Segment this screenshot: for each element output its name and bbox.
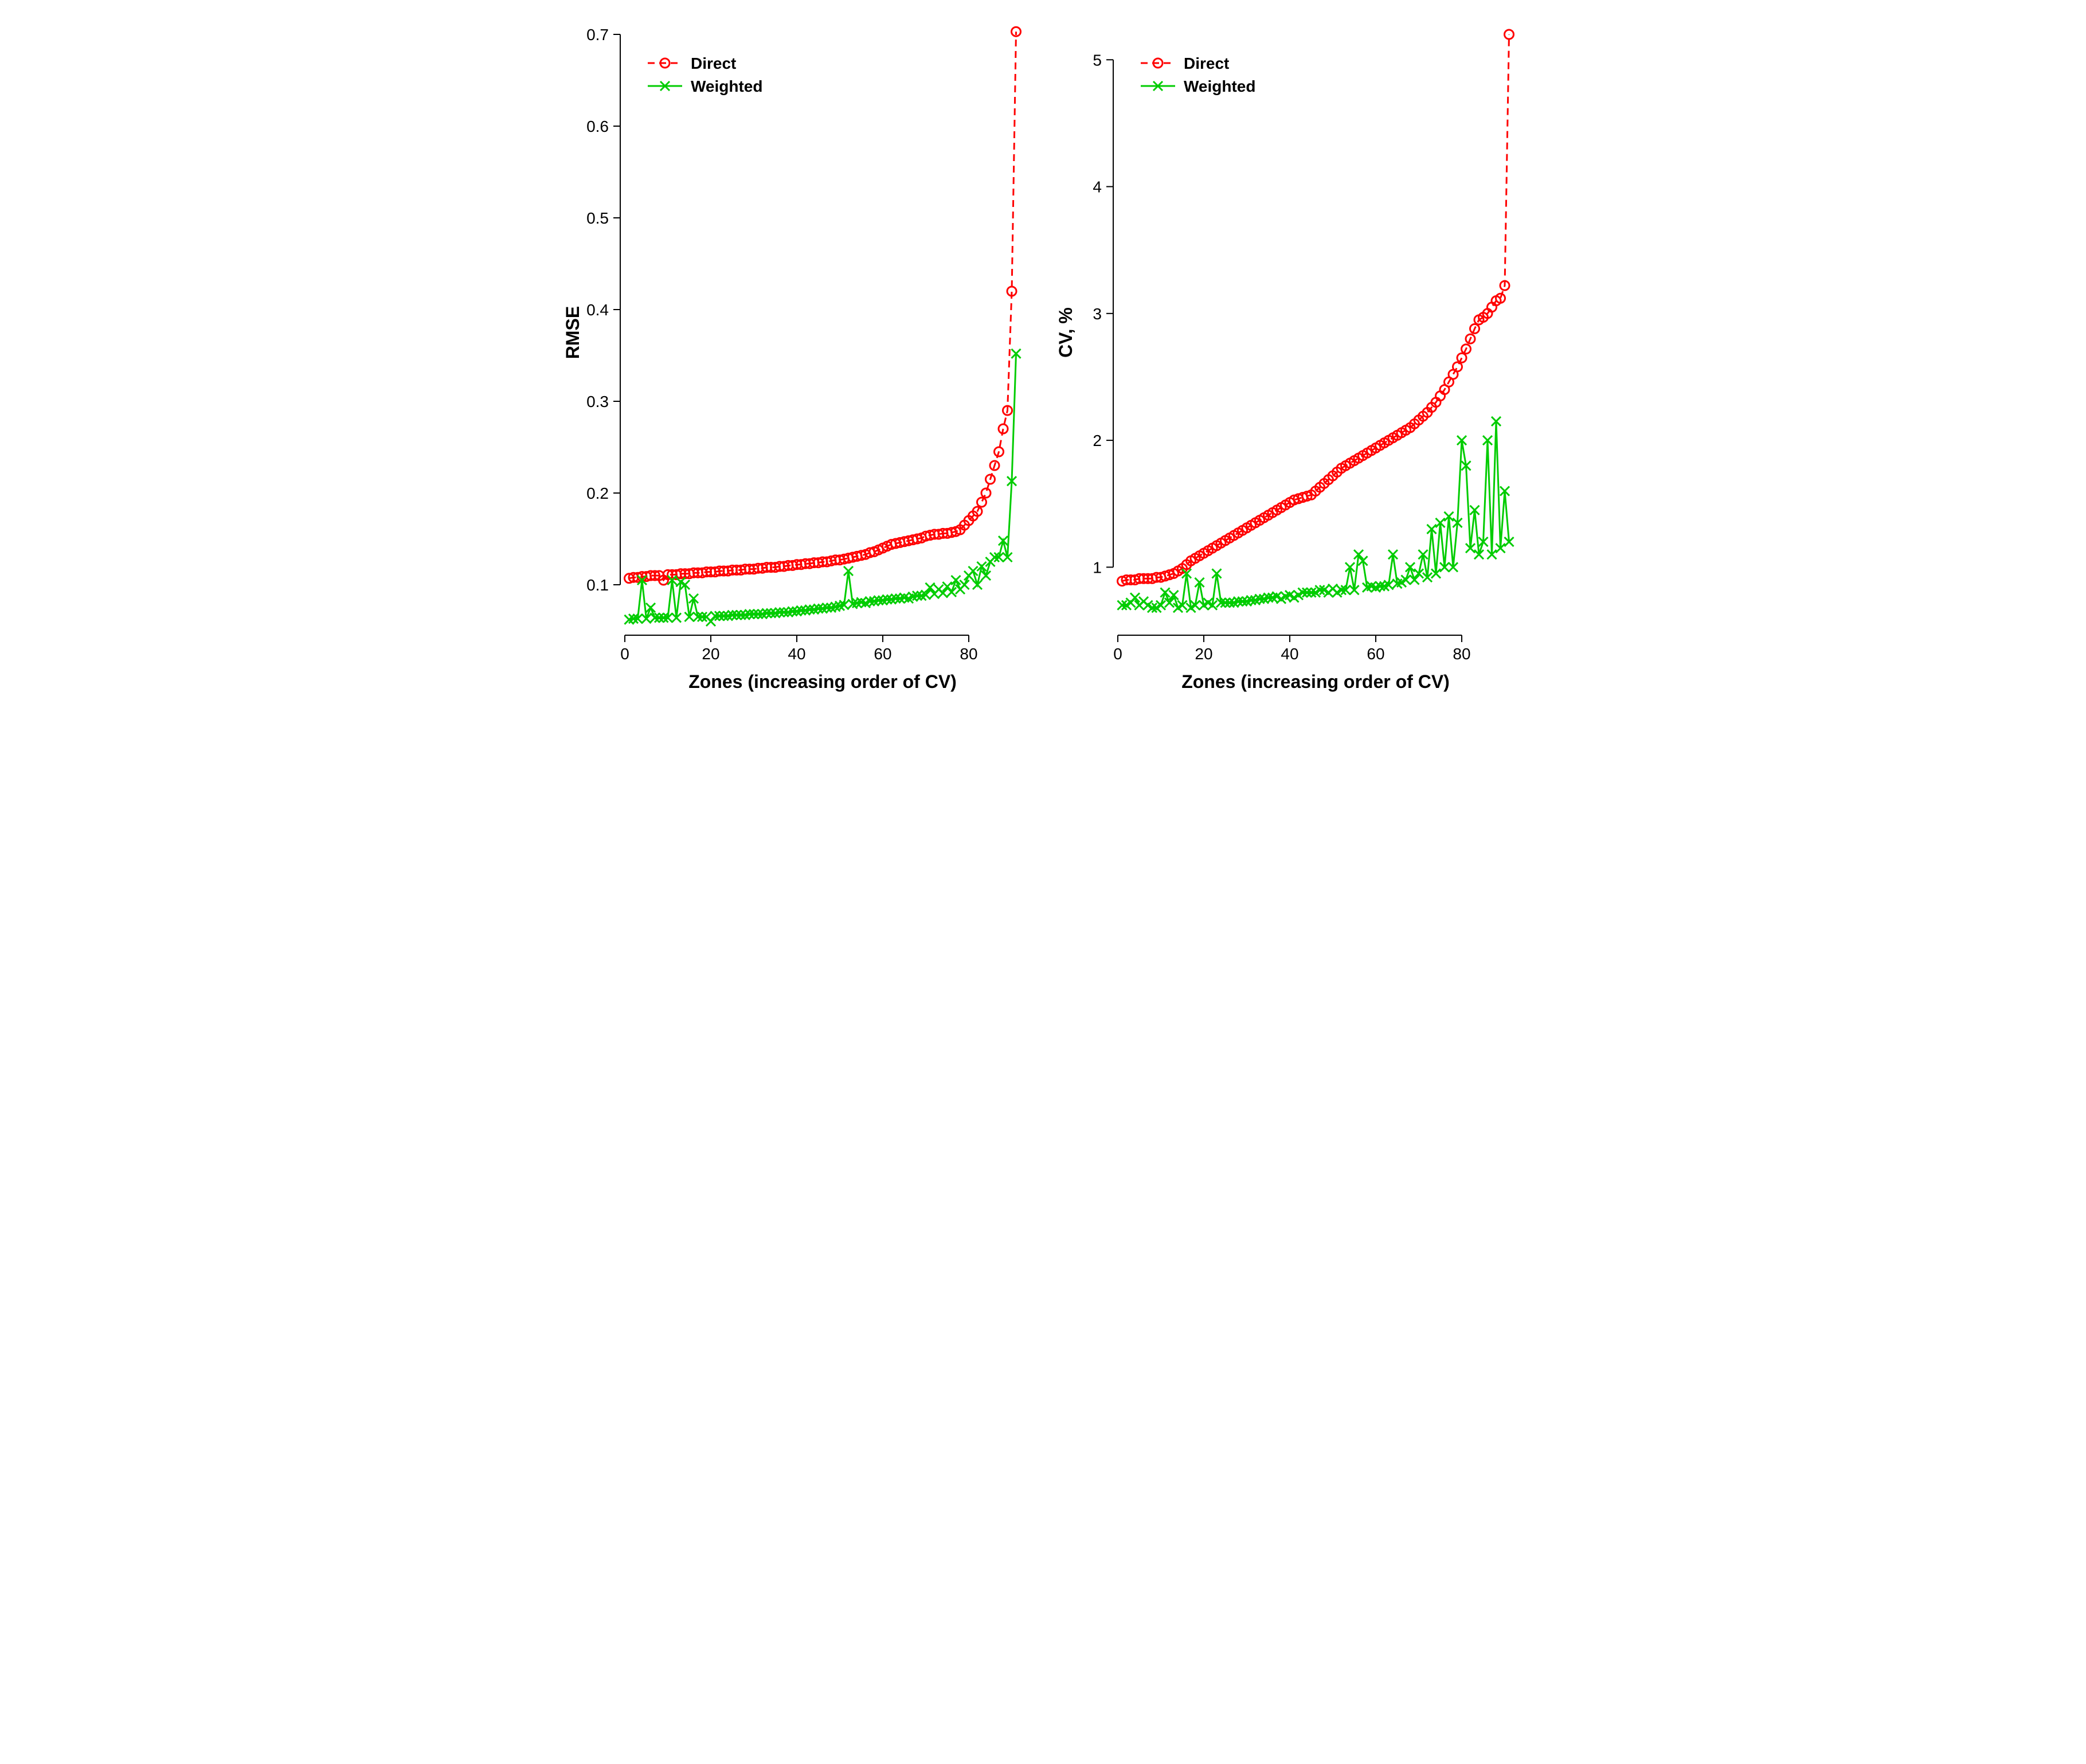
- x-tick-label: 80: [960, 645, 977, 663]
- x-tick-label: 40: [1281, 645, 1298, 663]
- x-tick-label: 0: [1113, 645, 1122, 663]
- y-axis-label: CV, %: [1055, 307, 1076, 358]
- series-line-direct: [629, 32, 1016, 580]
- y-tick-label: 0.2: [586, 484, 609, 502]
- legend: Direct Weighted: [1141, 54, 1255, 95]
- marker-x: [951, 576, 960, 585]
- y-tick-label: 0.1: [586, 576, 609, 594]
- marker-o: [1457, 353, 1466, 362]
- x-axis-label: Zones (increasing order of CV): [688, 671, 957, 692]
- legend: Direct Weighted: [648, 54, 762, 95]
- y-tick-label: 0.6: [586, 118, 609, 135]
- y-tick-label: 0.5: [586, 209, 609, 227]
- marker-x: [981, 571, 991, 580]
- marker-x: [1401, 575, 1410, 584]
- series-line-direct: [1122, 34, 1509, 581]
- y-tick-label: 0.4: [586, 301, 609, 319]
- y-tick-label: 4: [1093, 178, 1102, 196]
- y-tick-label: 1: [1093, 558, 1102, 576]
- right-chart-wrap: 0 20 40 60 80Zones (increasing order of CV) 1…: [1055, 11, 1525, 699]
- x-tick-label: 20: [702, 645, 719, 663]
- x-tick-label: 20: [1195, 645, 1212, 663]
- marker-x: [968, 566, 977, 576]
- x-tick-label: 60: [1367, 645, 1384, 663]
- marker-o: [981, 488, 991, 498]
- y-tick-label: 2: [1093, 432, 1102, 449]
- legend-label: Direct: [1184, 54, 1229, 72]
- x-tick-label: 0: [620, 645, 629, 663]
- marker-x: [947, 588, 956, 597]
- y-axis-label: RMSE: [562, 306, 583, 359]
- y-tick-label: 0.3: [586, 393, 609, 410]
- marker-x: [1156, 601, 1165, 610]
- y-tick-label: 5: [1093, 51, 1102, 69]
- legend-label: Weighted: [1184, 77, 1255, 95]
- rmse-chart: 0 20 40 60 80Zones (increasing order of CV) 0…: [562, 11, 1032, 699]
- charts-container: 020406080Zones (increasing order of CV)0…: [11, 11, 2075, 699]
- legend-label: Direct: [691, 54, 736, 72]
- x-axis-label: Zones (increasing order of CV): [1181, 671, 1450, 692]
- x-tick-label: 80: [1453, 645, 1470, 663]
- y-tick-label: 0.7: [586, 26, 609, 44]
- x-tick-label: 60: [874, 645, 891, 663]
- marker-x: [646, 603, 655, 612]
- marker-o: [1453, 362, 1462, 371]
- legend-label: Weighted: [691, 77, 762, 95]
- left-chart-wrap: 0 20 40 60 80Zones (increasing order of CV) 0…: [562, 11, 1032, 699]
- marker-x: [960, 580, 969, 589]
- marker-x: [1160, 588, 1169, 597]
- y-tick-label: 3: [1093, 305, 1102, 323]
- x-tick-label: 40: [788, 645, 805, 663]
- marker-x: [1406, 562, 1415, 572]
- marker-o: [977, 498, 986, 507]
- cv-chart: 0 20 40 60 80Zones (increasing order of CV) 1…: [1055, 11, 1525, 699]
